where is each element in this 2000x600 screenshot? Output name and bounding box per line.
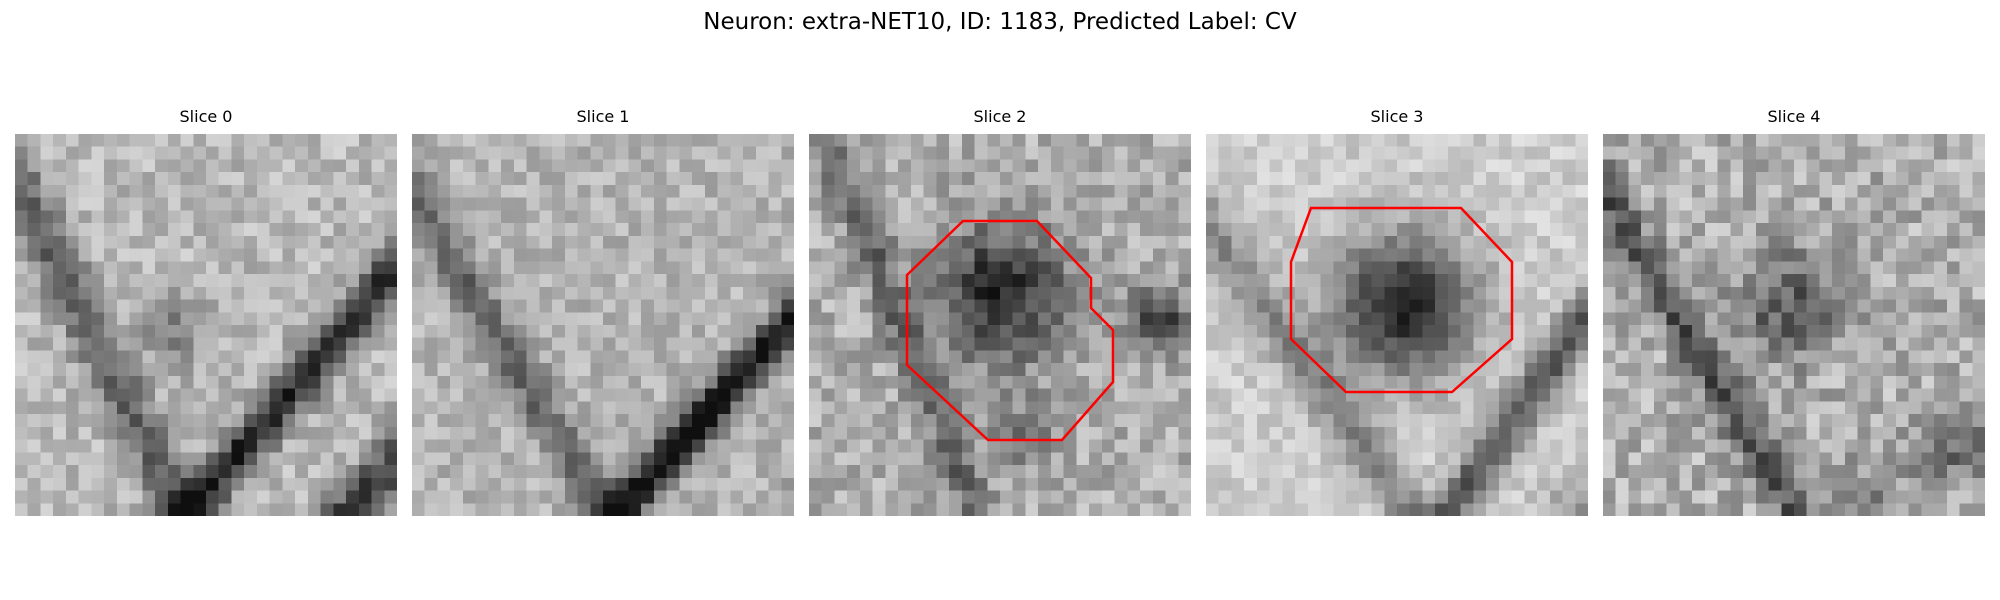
slice-image-2 [809,134,1191,516]
slice-image-3 [1206,134,1588,516]
slice-title: Slice 2 [973,107,1027,126]
microscopy-image [809,134,1191,516]
outline-polygon [1289,206,1514,394]
slice-image-0 [15,134,397,516]
microscopy-image [412,134,794,516]
microscopy-image [1206,134,1588,516]
vesicle-outline [905,219,1115,442]
slice-image-4 [1603,134,1985,516]
slice-title: Slice 3 [1370,107,1424,126]
microscopy-image [15,134,397,516]
vesicle-outline [1289,206,1514,394]
slice-title: Slice 0 [179,107,233,126]
microscopy-image [1603,134,1985,516]
slice-image-1 [412,134,794,516]
slice-title: Slice 4 [1767,107,1821,126]
outline-polygon [905,219,1115,442]
figure-title: Neuron: extra-NET10, ID: 1183, Predicted… [703,9,1297,35]
slice-title: Slice 1 [576,107,630,126]
